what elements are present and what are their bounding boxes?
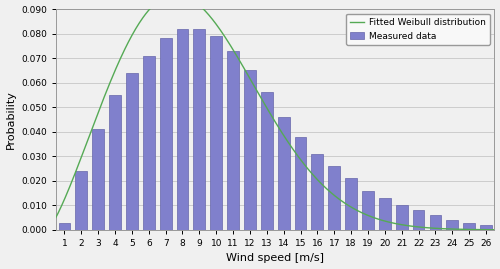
Fitted Weibull distribution [318, 182, 324, 186]
Bar [312, 154, 324, 230]
Bar [294, 137, 306, 230]
Bar [362, 191, 374, 230]
Bar [412, 210, 424, 230]
Fitted Weibull distribution [294, 153, 300, 157]
Fitted Weibull distribution [50, 222, 56, 225]
Bar [261, 93, 272, 230]
Bar [227, 51, 239, 230]
Bar [210, 36, 222, 230]
X-axis label: Wind speed [m/s]: Wind speed [m/s] [226, 253, 324, 263]
Fitted Weibull distribution [267, 112, 273, 115]
Bar [58, 222, 70, 230]
Bar [176, 29, 188, 230]
Bar [379, 198, 390, 230]
Legend: Fitted Weibull distribution, Measured data: Fitted Weibull distribution, Measured da… [346, 13, 490, 45]
Bar [345, 178, 357, 230]
Bar [194, 29, 205, 230]
Bar [278, 117, 289, 230]
Bar [109, 95, 121, 230]
Bar [463, 222, 475, 230]
Fitted Weibull distribution [490, 228, 496, 231]
Fitted Weibull distribution [420, 226, 426, 229]
Line: Fitted Weibull distribution: Fitted Weibull distribution [52, 0, 500, 230]
Bar [160, 38, 172, 230]
Bar [480, 225, 492, 230]
Bar [328, 166, 340, 230]
Bar [126, 73, 138, 230]
Y-axis label: Probability: Probability [6, 90, 16, 149]
Bar [430, 215, 442, 230]
Bar [143, 56, 154, 230]
Bar [92, 129, 104, 230]
Bar [244, 70, 256, 230]
Bar [76, 171, 87, 230]
Bar [396, 205, 407, 230]
Fitted Weibull distribution [264, 107, 270, 111]
Bar [446, 220, 458, 230]
